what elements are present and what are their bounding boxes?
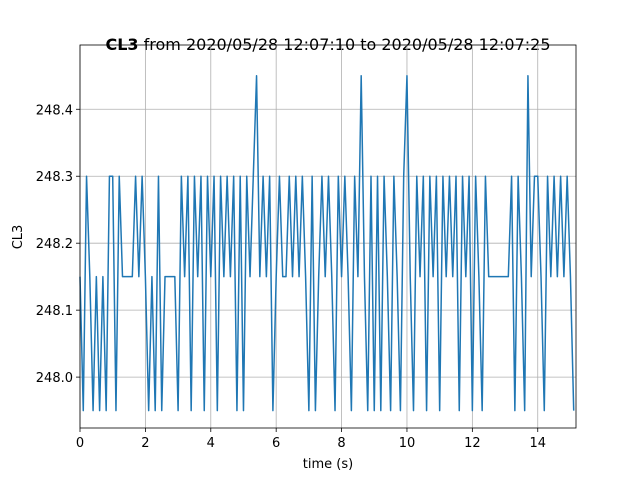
y-tick-label: 248.0 [36,371,73,386]
x-tick-label: 2 [141,436,149,451]
x-tick-label: 14 [529,436,546,451]
x-tick-label: 10 [399,436,416,451]
x-tick-label: 0 [76,436,84,451]
x-tick-label: 6 [272,436,280,451]
y-tick-label: 248.2 [36,237,73,252]
x-axis-label: time (s) [303,457,353,472]
y-tick-label: 248.1 [36,304,73,319]
x-tick-label: 4 [207,436,215,451]
y-tick-label: 248.3 [36,170,73,185]
data-line [79,75,575,412]
y-axis-label: CL3 [11,225,26,250]
x-tick-label: 12 [464,436,481,451]
title-rest: from 2020/05/28 12:07:10 to 2020/05/28 1… [139,35,551,54]
title-bold: CL3 [105,35,138,54]
chart-title: CL3 from 2020/05/28 12:07:10 to 2020/05/… [105,35,550,54]
x-tick-label: 8 [337,436,345,451]
plot-frame [79,44,577,429]
y-tick-label: 248.4 [36,103,73,118]
